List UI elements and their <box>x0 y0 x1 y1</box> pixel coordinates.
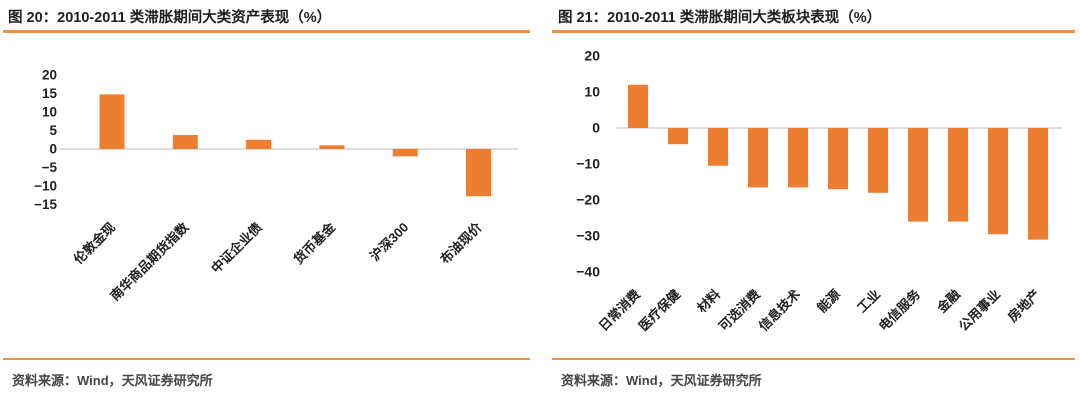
figure-21-panel: 图 21：2010-2011 类滞胀期间大类板块表现（%） 20 10 0 −10 −2… <box>540 0 1080 400</box>
y-tick-label: 15 <box>42 86 58 101</box>
y-tick-label: −40 <box>576 264 600 280</box>
bar-中证企业债 <box>246 139 272 149</box>
x-category-label: 中证企业债 <box>208 220 265 277</box>
bar-货币基金 <box>319 145 345 149</box>
y-tick-label: −15 <box>34 197 57 212</box>
x-category-label: 伦敦金现 <box>71 220 118 267</box>
y-tick-label: −30 <box>576 228 600 244</box>
x-category-label: 信息技术 <box>756 287 803 334</box>
y-tick-label: 20 <box>42 68 57 83</box>
x-category-label: 可选消费 <box>716 287 763 334</box>
bar-可选消费 <box>748 128 768 188</box>
y-tick-label: −10 <box>34 178 57 193</box>
bar-材料 <box>708 128 728 166</box>
x-category-label: 能源 <box>814 287 843 316</box>
y-tick-label: −20 <box>576 192 600 208</box>
figure-21-title: 图 21：2010-2011 类滞胀期间大类板块表现（%） <box>558 10 882 26</box>
bar-工业 <box>868 128 888 193</box>
y-tick-label: 0 <box>49 142 57 157</box>
bar-沪深300 <box>392 149 418 157</box>
x-category-label: 日常消费 <box>596 287 643 334</box>
x-category-label: 医疗保健 <box>636 287 683 334</box>
x-category-label: 货币基金 <box>291 219 339 267</box>
bar-能源 <box>828 128 848 190</box>
y-tick-label: 0 <box>592 120 600 136</box>
x-category-label: 电信服务 <box>876 286 924 334</box>
x-category-label: 沪深300 <box>367 220 411 264</box>
bar-金融 <box>948 128 968 222</box>
figure-20-title-rule <box>3 30 530 33</box>
x-category-label: 公用事业 <box>956 287 1003 334</box>
figure-21-title-rule <box>552 30 1075 33</box>
y-tick-label: −10 <box>576 156 600 172</box>
y-tick-label: 10 <box>584 84 600 100</box>
x-category-label: 南华商品期货指数 <box>107 219 192 304</box>
x-category-label: 金融 <box>933 287 963 317</box>
figure-20-source-note: 资料来源：Wind，天风证券研究所 <box>3 358 530 389</box>
figure-20-title: 图 20：2010-2011 类滞胀期间大类资产表现（%） <box>8 10 332 26</box>
figure-20-panel: 图 20：2010-2011 类滞胀期间大类资产表现（%） 20 15 10 5 0 −5… <box>3 10 530 389</box>
bar-南华商品期货指数 <box>172 134 198 149</box>
bar-伦敦金现 <box>99 94 125 149</box>
x-category-label: 工业 <box>854 287 883 316</box>
y-tick-label: 5 <box>49 123 57 138</box>
y-tick-label: 10 <box>42 105 57 120</box>
bar-房地产 <box>1028 128 1048 240</box>
x-category-label: 布油现价 <box>437 219 485 267</box>
x-category-label: 房地产 <box>1005 287 1043 325</box>
y-tick-label: 20 <box>584 48 600 64</box>
bar-电信服务 <box>908 128 928 222</box>
bar-日常消费 <box>628 84 648 128</box>
bar-布油现价 <box>466 149 491 197</box>
bar-信息技术 <box>788 128 808 188</box>
y-tick-label: −5 <box>42 160 58 175</box>
bar-医疗保健 <box>668 128 688 145</box>
x-category-label: 材料 <box>694 287 723 316</box>
figure-21-source-note: 资料来源：Wind，天风证券研究所 <box>552 358 1075 389</box>
bar-公用事业 <box>988 128 1008 235</box>
